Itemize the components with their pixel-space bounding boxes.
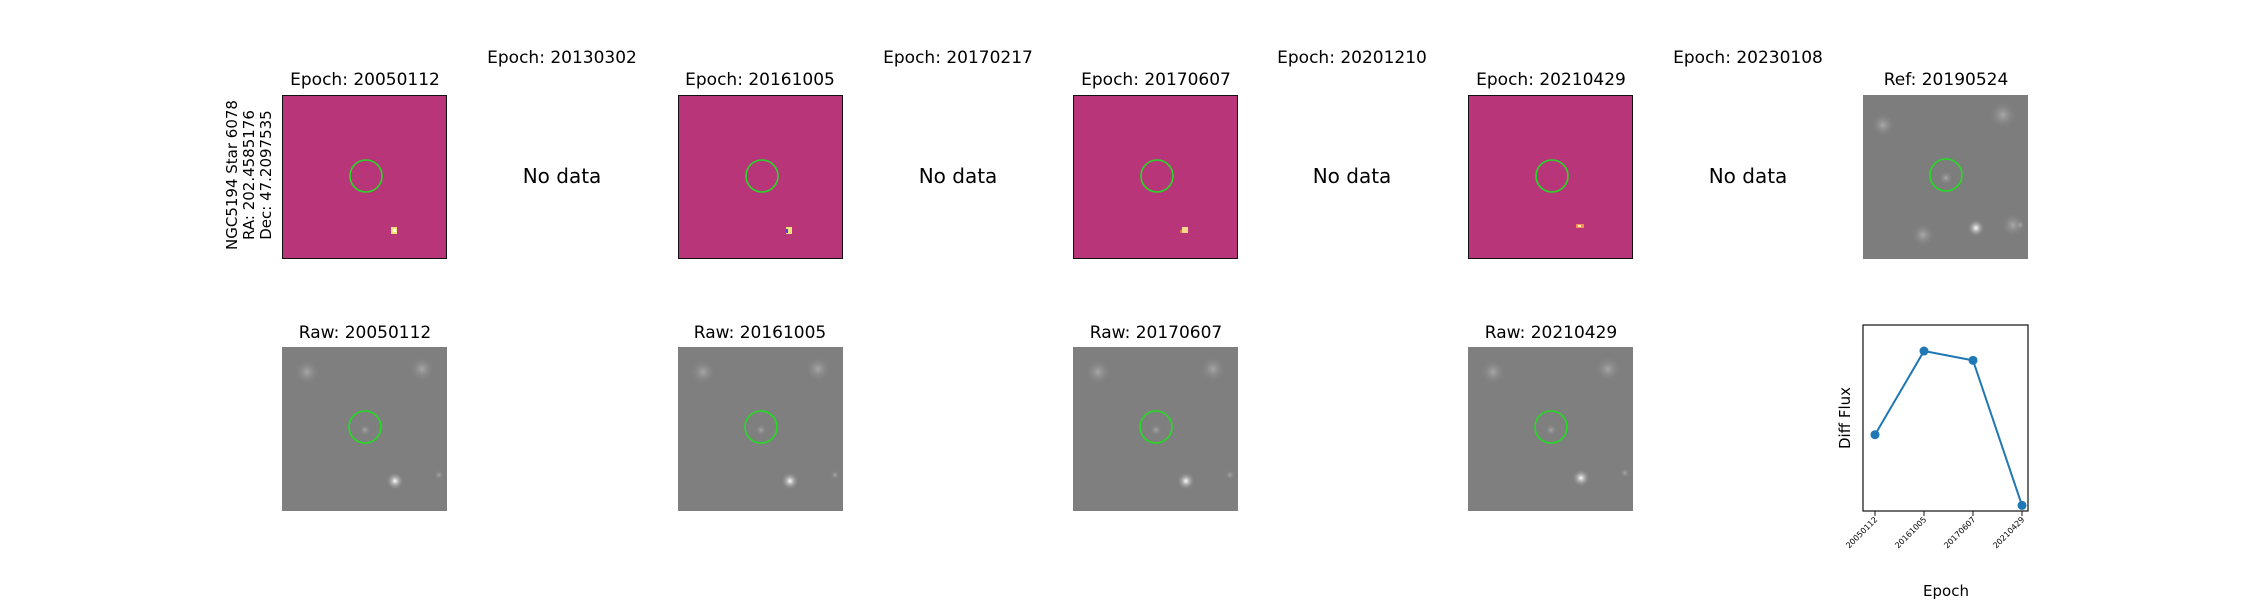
raw-title-4: Raw: 20210429 [1484,323,1618,343]
target-circle-icon [745,159,779,193]
series-line [1874,349,2023,506]
raw-image-svg [282,347,447,511]
data-point [1968,355,1978,365]
diff-image-1 [282,95,447,259]
data-point [1870,430,1880,440]
plot-frame [1862,324,2029,512]
diff-image-3 [1073,95,1238,259]
raw-title-2: Raw: 20161005 [693,323,827,343]
panel-title-epoch-6: Epoch: 20201210 [1277,48,1427,68]
raw-image-svg [678,347,843,511]
raw-title-1: Raw: 20050112 [298,323,432,343]
raw-image-1 [282,347,447,511]
target-circle-icon [348,410,382,444]
raw-title-3: Raw: 20170607 [1089,323,1223,343]
target-circle-icon [1929,158,1963,192]
diff-image-4 [1468,95,1633,259]
raw-image-svg [1468,347,1633,511]
diff-image-svg [283,96,446,258]
panel-title-epoch-3: Epoch: 20161005 [685,70,835,90]
panel-title-epoch-2: Epoch: 20130302 [487,48,637,68]
data-point [2017,500,2027,510]
panel-title-epoch-5: Epoch: 20170607 [1081,70,1231,90]
diff-image-svg [1074,96,1237,258]
panel-title-epoch-1: Epoch: 20050112 [290,70,440,90]
data-point [1919,346,1929,356]
x-tick-label: 20170607 [1942,515,1977,550]
x-axis-label: Epoch [1923,582,1969,600]
diff-image-svg [1469,96,1632,258]
panel-title-reference: Ref: 20190524 [1883,70,2009,90]
panel-title-epoch-4: Epoch: 20170217 [883,48,1033,68]
diff-image-svg [679,96,842,258]
diff-image-2 [678,95,843,259]
no-data-text-3: No data [1312,164,1392,188]
target-circle-icon [1139,410,1173,444]
no-data-text-4: No data [1708,164,1788,188]
target-circle-icon [1140,159,1174,193]
target-circle-icon [744,410,778,444]
raw-image-4 [1468,347,1633,511]
no-data-text-2: No data [918,164,998,188]
x-tick-label: 20210429 [1991,515,2026,550]
target-circle-icon [349,159,383,193]
reference-image [1863,95,2028,259]
no-data-text-1: No data [522,164,602,188]
y-axis-label: Diff Flux [1836,387,1854,449]
target-circle-icon [1535,159,1569,193]
x-tick-label: 20161005 [1893,515,1928,550]
panel-title-epoch-8: Epoch: 20230108 [1673,48,1823,68]
raw-image-svg [1073,347,1238,511]
panel-title-epoch-7: Epoch: 20210429 [1476,70,1626,90]
x-tick-label: 20050112 [1844,515,1879,550]
reference-image-svg [1863,95,2028,259]
raw-image-2 [678,347,843,511]
target-circle-icon [1534,410,1568,444]
raw-image-3 [1073,347,1238,511]
